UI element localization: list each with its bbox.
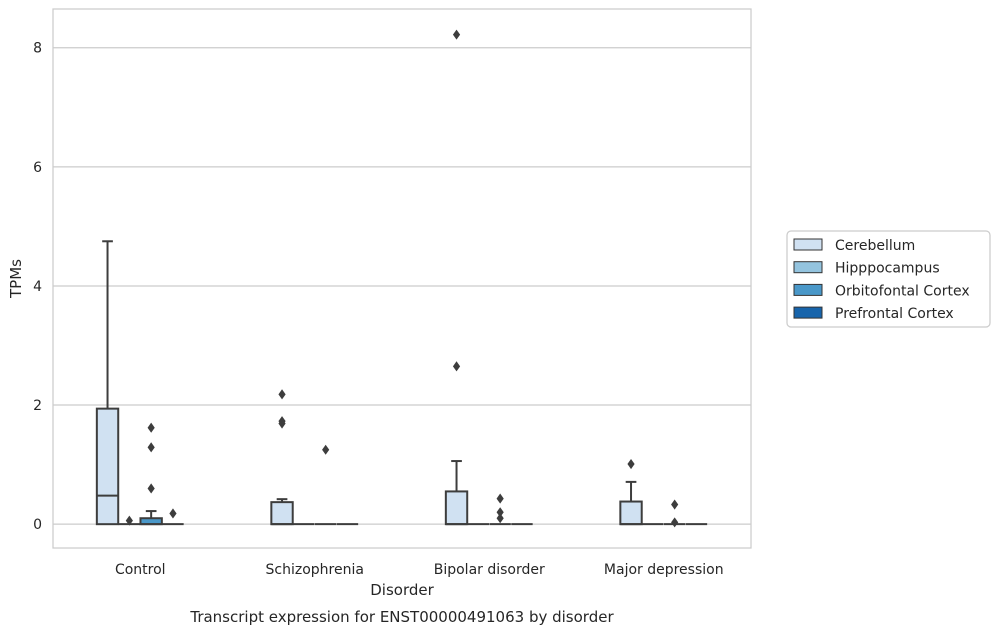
- outlier-point: [169, 508, 177, 519]
- y-tick-label: 6: [33, 160, 42, 176]
- box-2-0: [444, 29, 469, 526]
- x-tick-label: Schizophrenia: [266, 562, 364, 578]
- outlier-point: [452, 29, 461, 40]
- box-body: [619, 500, 643, 526]
- box-body: [444, 490, 469, 526]
- legend-swatch: [793, 238, 823, 251]
- outlier-point: [278, 389, 286, 400]
- x-tick-label: Control: [115, 562, 166, 578]
- box-1-2: [314, 444, 337, 526]
- outlier-point: [147, 442, 155, 453]
- box-0-1: [118, 515, 141, 526]
- outlier-point: [147, 422, 155, 433]
- box-3-2: [663, 499, 686, 528]
- y-tick-labels: 0 2 4 6 8: [33, 41, 42, 533]
- plot-frame: [52, 8, 752, 549]
- outlier-point: [278, 416, 286, 427]
- box-body: [95, 407, 120, 526]
- box-0-3: [162, 508, 184, 526]
- legend-swatch: [793, 283, 823, 296]
- outlier-point: [627, 458, 635, 470]
- box-1-0: [270, 389, 294, 526]
- x-axis-title: Disorder: [370, 581, 434, 599]
- box-0-2: [139, 422, 163, 526]
- y-tick-label: 4: [33, 279, 42, 295]
- legend-label: Cerebellum: [835, 238, 915, 254]
- legend-frame: [786, 230, 991, 328]
- chart-title: Transcript expression for ENST0000049106…: [189, 608, 614, 626]
- x-tick-label: Bipolar disorder: [434, 562, 545, 578]
- y-tick-label: 0: [33, 517, 42, 533]
- y-tick-label: 8: [33, 41, 42, 57]
- outlier-point: [496, 493, 504, 504]
- box-0-0: [95, 240, 120, 526]
- outlier-point: [452, 361, 461, 372]
- legend: Cerebellum Hipppocampus Orbitofontal Corte…: [786, 230, 991, 328]
- outlier-point: [147, 483, 155, 494]
- box-body: [270, 501, 294, 526]
- y-axis-title: TPMs: [7, 259, 25, 299]
- outlier-point: [125, 515, 133, 526]
- outlier-point: [322, 444, 330, 455]
- outlier-point: [496, 507, 504, 518]
- outlier-point: [671, 517, 679, 528]
- box-3-0: [619, 458, 643, 526]
- x-tick-label: Major depression: [604, 562, 724, 578]
- outlier-point: [496, 513, 504, 524]
- box-2-2: [489, 493, 511, 526]
- legend-label: Hipppocampus: [835, 261, 940, 277]
- legend-label: Orbitofontal Cortex: [835, 283, 970, 299]
- legend-label: Prefrontal Cortex: [835, 306, 954, 322]
- boxes-layer: [95, 29, 708, 528]
- y-tick-label: 2: [33, 398, 42, 414]
- legend-swatch: [793, 306, 823, 319]
- x-tick-labels: Control Schizophrenia Bipolar disorder Majo…: [115, 562, 724, 578]
- outlier-point: [671, 499, 679, 510]
- grid-lines: [53, 47, 751, 525]
- legend-swatch: [793, 261, 823, 274]
